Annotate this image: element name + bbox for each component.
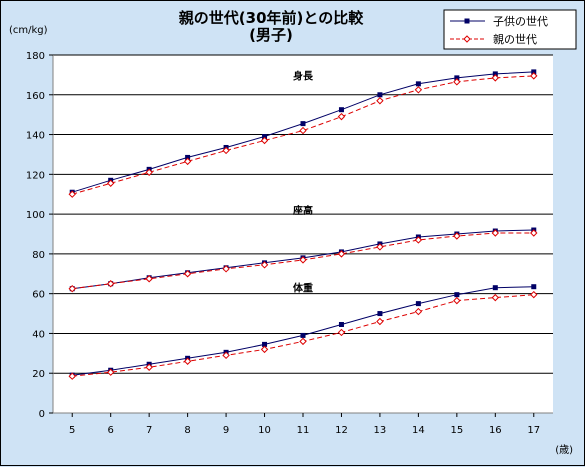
series-2-height-point — [453, 78, 461, 86]
x-tick-label: 16 — [489, 425, 502, 436]
x-axis-unit-label: (歳) — [555, 444, 573, 456]
series-2-height-point — [68, 190, 76, 198]
series-2-weight-point — [530, 290, 538, 299]
x-tick-label: 13 — [374, 425, 387, 436]
series-layer — [68, 69, 538, 380]
series-2-height-point — [145, 168, 153, 177]
series-2-weight-point — [222, 351, 230, 360]
series-2-sitting-point — [222, 265, 230, 273]
series-2-height-point — [376, 97, 384, 105]
series-1-height-point — [185, 154, 191, 160]
series-2-sitting-point — [376, 243, 384, 251]
y-axis-unit-label: (cm/kg) — [9, 25, 48, 36]
series-2-sitting-point — [183, 270, 192, 278]
axes: 0 20 40 60 80 100 120 140 160 180 5 6 7 8 9 10 11 12 13 14 1… — [26, 51, 553, 436]
series-1-weight-point — [454, 292, 460, 298]
y-tick-label: 120 — [26, 170, 45, 181]
series-2-weight-point — [491, 293, 500, 302]
legend-label-series-2: 親の世代 — [493, 33, 537, 46]
series-1-height-point — [377, 92, 383, 98]
x-tick-label: 8 — [184, 425, 190, 436]
x-tick-label: 12 — [335, 425, 348, 436]
x-tick-label: 7 — [146, 425, 152, 436]
y-tick-label: 20 — [32, 369, 45, 380]
series-1-weight-point — [300, 332, 306, 338]
series-2-sitting-point — [453, 232, 461, 240]
y-tick-label: 60 — [32, 290, 45, 301]
series-1-height-point — [454, 75, 460, 81]
x-tick-label: 10 — [258, 425, 271, 436]
x-tick-label: 11 — [297, 425, 310, 436]
series-2-weight-point — [106, 368, 115, 376]
annotation-weight: 体重 — [293, 281, 313, 294]
legend-box — [443, 9, 577, 50]
series-1-weight-point — [338, 321, 344, 327]
series-2-sitting-point — [260, 261, 269, 269]
y-tick-label: 160 — [26, 91, 45, 102]
series-2-weight-point — [183, 357, 192, 365]
series-2-sitting-point — [491, 229, 500, 237]
plot-background — [53, 55, 553, 413]
chart-subtitle: (男子) — [249, 26, 293, 44]
legend-marker-series-1 — [464, 18, 470, 24]
x-tick-label: 5 — [69, 425, 75, 436]
x-tick-label: 15 — [450, 425, 463, 436]
series-2-height-point — [299, 126, 307, 135]
series-2-height-point — [106, 179, 115, 187]
series-2-weight-point — [299, 337, 307, 346]
series-1-height-point — [338, 107, 344, 113]
series-2-weight-point — [145, 363, 153, 371]
legend: 子供の世代 親の世代 — [443, 9, 577, 50]
series-2-height-point — [260, 136, 269, 145]
x-tick-label: 14 — [412, 425, 425, 436]
series-2-height-point — [337, 112, 346, 121]
series-1-weight-point — [262, 341, 268, 347]
y-tick-label: 0 — [39, 409, 45, 420]
x-tick-label: 17 — [527, 425, 540, 436]
annotation-sitting: 座高 — [292, 204, 313, 217]
series-1-weight-point — [492, 285, 498, 291]
plot-area — [53, 55, 553, 413]
y-tick-label: 180 — [26, 51, 45, 62]
series-2-height-point — [222, 146, 230, 155]
series-1-height-point — [415, 81, 421, 87]
series-1-height-point — [262, 134, 268, 140]
y-tick-label: 40 — [32, 329, 45, 340]
y-tick-label: 100 — [26, 210, 45, 221]
x-tick-label: 9 — [223, 425, 229, 436]
series-2-weight-point — [376, 317, 384, 326]
series-2-height-point — [414, 86, 423, 94]
series-2-weight-point — [260, 345, 269, 354]
series-2-sitting-point — [68, 284, 76, 293]
series-1-weight-point — [377, 311, 383, 317]
series-2-sitting-point — [414, 236, 423, 244]
legend-marker-series-2 — [463, 35, 471, 43]
y-tick-label: 140 — [26, 131, 45, 142]
y-tick-label: 80 — [32, 250, 45, 261]
series-2-weight-point — [414, 307, 423, 316]
series-1-height-point — [300, 121, 306, 127]
series-1-weight-point — [531, 284, 537, 290]
annotation-height: 身長 — [293, 70, 314, 83]
series-2-sitting-point — [299, 256, 307, 264]
series-1-height-point — [531, 69, 537, 75]
series-2-height-point — [530, 72, 538, 80]
series-2-height-point — [491, 74, 500, 82]
series-2-sitting-point — [337, 250, 346, 258]
chart-title: 親の世代(30年前)との比較 — [179, 9, 364, 27]
series-2-sitting-point — [106, 280, 115, 288]
series-1-height-point — [492, 71, 498, 77]
series-2-weight-point — [68, 372, 76, 380]
series-2-weight-point — [337, 328, 346, 337]
series-1-weight-point — [415, 301, 421, 307]
x-tick-label: 6 — [108, 425, 114, 436]
series-2-sitting-point — [530, 229, 538, 237]
series-2-sitting-point — [145, 275, 153, 283]
legend-label-series-1: 子供の世代 — [493, 14, 548, 28]
series-2-height-point — [183, 157, 192, 166]
series-2-weight-point — [453, 296, 461, 305]
